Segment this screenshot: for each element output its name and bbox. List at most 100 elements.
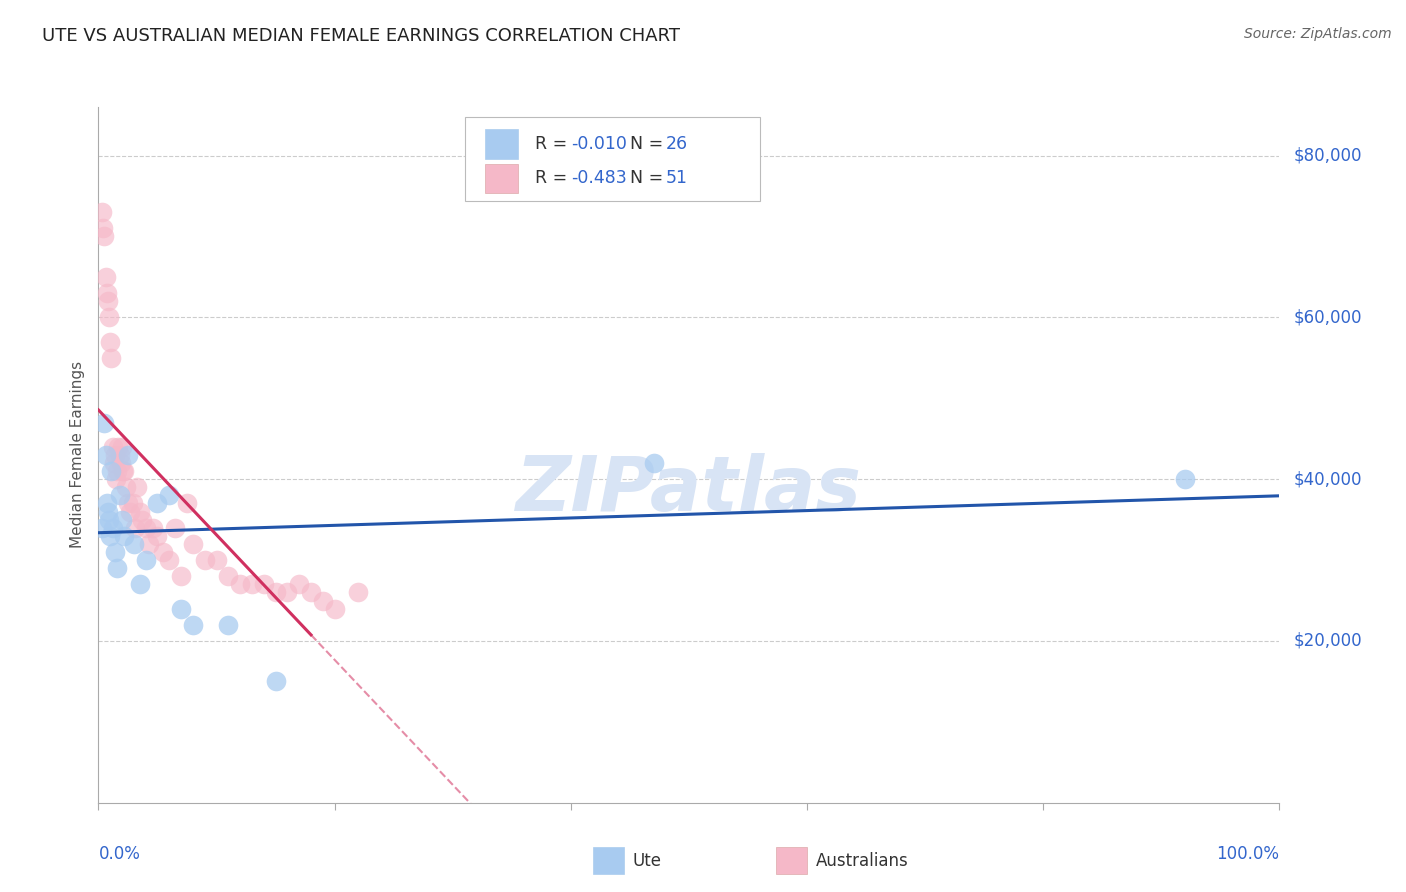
- Point: [229, 577, 252, 591]
- Point: [117, 448, 139, 462]
- Text: 51: 51: [665, 169, 688, 187]
- Point: [347, 585, 370, 599]
- Text: N =: N =: [630, 169, 669, 187]
- Point: [91, 221, 114, 235]
- Point: [128, 504, 150, 518]
- Point: [101, 521, 124, 535]
- FancyBboxPatch shape: [464, 118, 759, 201]
- Point: [181, 537, 204, 551]
- Point: [135, 553, 157, 567]
- Point: [176, 496, 198, 510]
- Point: [217, 617, 239, 632]
- Point: [105, 464, 128, 478]
- Point: [98, 529, 121, 543]
- Point: [101, 440, 124, 454]
- Text: $80,000: $80,000: [1294, 146, 1362, 165]
- Text: Source: ZipAtlas.com: Source: ZipAtlas.com: [1244, 27, 1392, 41]
- Point: [128, 577, 150, 591]
- Point: [146, 529, 169, 543]
- Point: [323, 601, 346, 615]
- Point: [93, 416, 115, 430]
- Point: [104, 545, 127, 559]
- Text: Australians: Australians: [815, 852, 908, 870]
- Point: [111, 440, 134, 454]
- Point: [98, 310, 121, 325]
- Point: [135, 521, 157, 535]
- Text: -0.010: -0.010: [571, 135, 627, 153]
- Point: [170, 569, 193, 583]
- Point: [146, 496, 169, 510]
- Text: N =: N =: [630, 135, 669, 153]
- Point: [104, 448, 127, 462]
- Point: [217, 569, 239, 583]
- Point: [96, 496, 118, 510]
- Point: [138, 537, 160, 551]
- Point: [105, 472, 128, 486]
- Point: [253, 577, 276, 591]
- Point: [117, 496, 139, 510]
- Point: [194, 553, 217, 567]
- Point: [152, 545, 174, 559]
- Text: R =: R =: [536, 135, 574, 153]
- Point: [112, 464, 135, 478]
- Point: [131, 513, 153, 527]
- Point: [264, 585, 287, 599]
- Point: [170, 601, 193, 615]
- Point: [121, 496, 143, 510]
- Point: [127, 480, 149, 494]
- Point: [107, 440, 129, 454]
- Point: [94, 448, 117, 462]
- FancyBboxPatch shape: [485, 164, 517, 193]
- Text: 26: 26: [665, 135, 688, 153]
- Point: [98, 513, 121, 527]
- Text: $60,000: $60,000: [1294, 309, 1362, 326]
- Point: [108, 448, 131, 462]
- Point: [157, 553, 180, 567]
- Point: [91, 205, 114, 219]
- Point: [100, 351, 122, 365]
- Point: [205, 553, 228, 567]
- Text: ZIPatlas: ZIPatlas: [516, 453, 862, 526]
- Point: [100, 464, 122, 478]
- Point: [108, 488, 131, 502]
- Point: [120, 504, 142, 518]
- Point: [1174, 472, 1197, 486]
- Point: [181, 617, 204, 632]
- Point: [114, 480, 136, 494]
- Point: [94, 269, 117, 284]
- Text: 0.0%: 0.0%: [98, 845, 141, 863]
- Point: [643, 456, 665, 470]
- Point: [142, 521, 165, 535]
- Point: [264, 674, 287, 689]
- Text: -0.483: -0.483: [571, 169, 627, 187]
- Point: [312, 593, 335, 607]
- Point: [157, 488, 180, 502]
- Text: $40,000: $40,000: [1294, 470, 1362, 488]
- Point: [97, 294, 120, 309]
- FancyBboxPatch shape: [485, 129, 517, 159]
- Text: $20,000: $20,000: [1294, 632, 1362, 650]
- Point: [93, 229, 115, 244]
- Text: R =: R =: [536, 169, 574, 187]
- Point: [97, 504, 120, 518]
- Point: [165, 521, 187, 535]
- Point: [276, 585, 298, 599]
- Point: [110, 456, 132, 470]
- Point: [112, 529, 135, 543]
- Text: 100.0%: 100.0%: [1216, 845, 1279, 863]
- Point: [240, 577, 263, 591]
- Point: [98, 334, 121, 349]
- Text: UTE VS AUSTRALIAN MEDIAN FEMALE EARNINGS CORRELATION CHART: UTE VS AUSTRALIAN MEDIAN FEMALE EARNINGS…: [42, 27, 681, 45]
- Point: [288, 577, 311, 591]
- Point: [122, 537, 145, 551]
- Text: Ute: Ute: [633, 852, 662, 870]
- Point: [111, 513, 134, 527]
- Point: [124, 521, 146, 535]
- Point: [96, 286, 118, 301]
- Point: [112, 464, 135, 478]
- Point: [105, 561, 128, 575]
- Point: [103, 456, 125, 470]
- Point: [91, 521, 114, 535]
- Y-axis label: Median Female Earnings: Median Female Earnings: [70, 361, 86, 549]
- Point: [299, 585, 322, 599]
